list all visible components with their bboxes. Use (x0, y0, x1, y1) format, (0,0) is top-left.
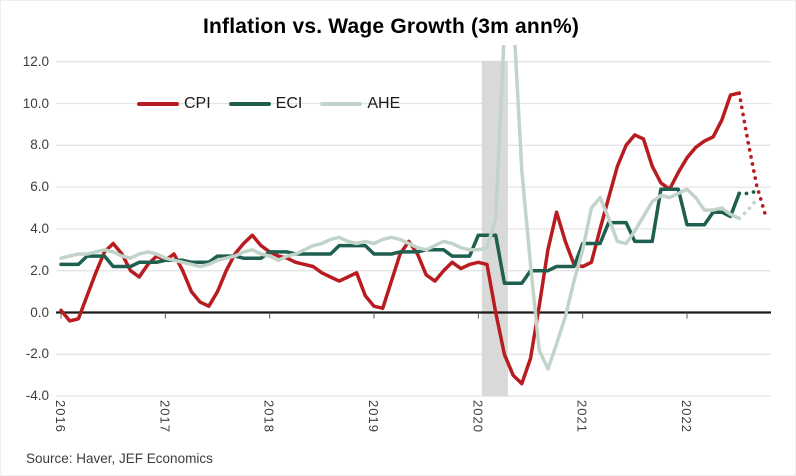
y-axis-tick-label-6.0: 6.0 (30, 179, 49, 195)
series-line-eci (59, 187, 741, 285)
x-axis-year-label-2019: 2019 (365, 400, 381, 433)
x-axis-year-label-2016: 2016 (53, 400, 68, 433)
source-note: Source: Haver, JEF Economics (26, 451, 213, 466)
y-axis-tick-label-12.0: 12.0 (22, 53, 49, 69)
x-axis-year-label-2018: 2018 (261, 400, 277, 433)
legend: CPI ECI AHE (137, 95, 400, 113)
legend-item-eci: ECI (228, 95, 303, 113)
series-line-ahe-forecast-dotted (737, 197, 759, 221)
series-line-cpi (59, 91, 741, 386)
legend-label-eci: ECI (275, 95, 303, 112)
x-axis-year-label-2021: 2021 (574, 400, 590, 433)
x-axis-year-label-2017: 2017 (157, 400, 173, 433)
y-axis-tick-label-2.0: 2.0 (30, 262, 49, 278)
series-line-ahe (59, 45, 741, 371)
chart-title: Inflation vs. Wage Growth (3m ann%) (202, 15, 580, 38)
legend-label-cpi: CPI (184, 95, 211, 112)
y-axis-tick-label-10.0: 10.0 (22, 95, 49, 111)
legend-label-ahe: AHE (367, 95, 401, 112)
series-line-cpi-forecast-dotted (737, 91, 768, 217)
y-axis-tick-label-4.0: 4.0 (30, 220, 49, 236)
legend-item-ahe: AHE (320, 95, 400, 113)
recession-shading-band (481, 60, 508, 397)
y-axis-tick-label--4.0: -4.0 (25, 388, 49, 404)
y-axis-tick-label-0.0: 0.0 (30, 304, 49, 320)
x-axis-year-label-2022: 2022 (678, 400, 694, 433)
eci-line-swatch (228, 102, 271, 106)
y-axis-tick-label--2.0: -2.0 (25, 346, 49, 362)
ahe-line-swatch (320, 102, 363, 106)
y-axis-tick-label-8.0: 8.0 (30, 137, 49, 153)
legend-item-cpi: CPI (137, 95, 211, 113)
series-line-eci-forecast-dotted (737, 189, 759, 196)
cpi-line-swatch (137, 102, 179, 106)
x-axis-year-label-2020: 2020 (470, 400, 486, 433)
